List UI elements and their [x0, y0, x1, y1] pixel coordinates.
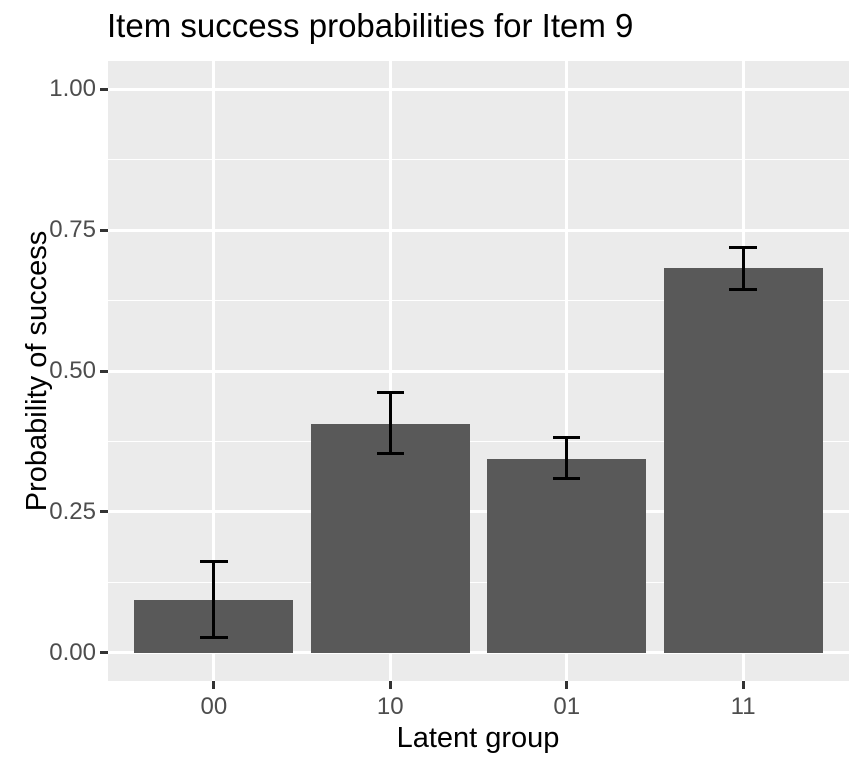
gridline-minor — [108, 581, 849, 584]
errorbar-stem — [565, 437, 569, 479]
x-axis-title: Latent group — [396, 722, 560, 754]
y-axis-title: Probability of success — [21, 230, 53, 512]
y-tick-mark — [100, 87, 108, 91]
y-tick-mark — [100, 228, 108, 232]
gridline-vertical — [565, 61, 569, 681]
y-tick-mark — [100, 651, 108, 655]
bar-10 — [310, 423, 470, 653]
errorbar-cap-bottom — [553, 477, 581, 481]
x-tick-mark — [388, 681, 392, 689]
y-tick-label: 0.00 — [49, 638, 96, 666]
gridline-major — [108, 369, 849, 373]
x-tick-label: 11 — [730, 693, 756, 720]
errorbar-cap-top — [376, 391, 404, 395]
plot-panel — [108, 61, 849, 681]
x-tick-label: 00 — [200, 693, 228, 720]
x-tick-mark — [565, 681, 569, 689]
gridline-vertical — [388, 61, 392, 681]
errorbar-stem — [741, 247, 745, 290]
x-tick-label: 10 — [376, 693, 404, 720]
gridline-major — [108, 228, 849, 232]
errorbar-cap-top — [729, 246, 757, 250]
errorbar-cap-top — [200, 560, 228, 563]
errorbar-cap-bottom — [729, 288, 757, 292]
gridline-minor — [108, 299, 849, 302]
errorbar-cap-top — [553, 436, 581, 439]
gridline-major — [108, 510, 849, 514]
errorbar-stem — [212, 561, 216, 638]
errorbar-cap-bottom — [200, 636, 228, 640]
y-tick-label: 1.00 — [49, 75, 96, 103]
gridline-major — [108, 87, 849, 91]
y-tick-mark — [100, 369, 108, 373]
bar-01 — [487, 458, 647, 653]
y-tick-label: 0.50 — [49, 357, 96, 384]
chart-title: Item success probabilities for Item 9 — [107, 7, 634, 44]
x-tick-mark — [741, 681, 745, 689]
bar-11 — [663, 268, 823, 653]
x-tick-mark — [212, 681, 216, 689]
gridline-vertical — [212, 61, 216, 681]
errorbar-cap-bottom — [376, 452, 404, 456]
y-tick-label: 0.25 — [49, 497, 96, 525]
gridline-major — [108, 651, 849, 655]
y-tick-label: 0.75 — [49, 216, 96, 244]
gridline-minor — [108, 440, 849, 443]
errorbar-stem — [388, 392, 392, 454]
gridline-minor — [108, 158, 849, 161]
y-tick-mark — [100, 510, 108, 514]
x-tick-label: 01 — [553, 693, 581, 720]
